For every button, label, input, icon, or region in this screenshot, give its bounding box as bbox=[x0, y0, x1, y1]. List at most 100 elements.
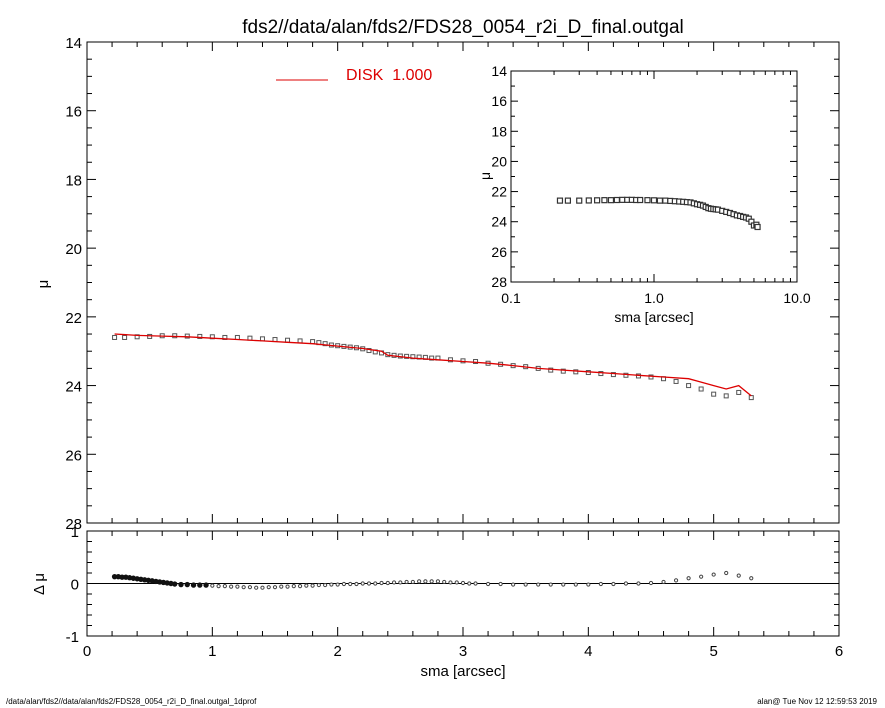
inset-ytick-label: 28 bbox=[491, 274, 507, 290]
residual-data-point bbox=[423, 579, 428, 584]
residual-data-series bbox=[111, 570, 754, 590]
residual-xtick-label: 4 bbox=[584, 643, 592, 660]
residual-data-point bbox=[316, 582, 321, 588]
inset-ytick-label: 24 bbox=[491, 214, 507, 230]
inset-ytick-label: 20 bbox=[491, 153, 507, 169]
residual-data-point bbox=[379, 580, 384, 586]
main-model-line bbox=[114, 333, 752, 397]
residual-xtick-label: 2 bbox=[333, 643, 341, 660]
main-data-point bbox=[366, 348, 372, 354]
main-ytick-label: 20 bbox=[65, 241, 82, 258]
main-data-point bbox=[322, 341, 328, 347]
residual-data-point bbox=[235, 584, 240, 589]
residual-data-point bbox=[473, 581, 478, 586]
inset-xtick-label: 1.0 bbox=[644, 290, 664, 306]
residual-ytick-label: -1 bbox=[66, 629, 79, 646]
inset-xtick-label: 10.0 bbox=[783, 290, 810, 306]
inset-axes: 14 16 18 20 22 24 26 280.1 1.0 10.0 bbox=[491, 63, 810, 306]
residual-data-point bbox=[711, 572, 716, 577]
residual-data-point bbox=[190, 582, 197, 588]
residual-data-point bbox=[511, 582, 516, 587]
residual-data-point bbox=[241, 585, 246, 590]
residual-data-point bbox=[467, 581, 472, 586]
residual-data-point bbox=[310, 583, 315, 588]
main-ytick-label: 16 bbox=[65, 104, 82, 121]
residual-ylabel: Δ μ bbox=[31, 573, 48, 595]
residual-data-point bbox=[586, 582, 591, 587]
inset-plot-frame bbox=[510, 70, 798, 283]
residual-data-point bbox=[360, 581, 365, 586]
residual-xtick-label: 0 bbox=[83, 643, 91, 660]
main-data-point bbox=[473, 359, 479, 365]
main-data-point bbox=[686, 383, 692, 389]
residual-xtick-label: 5 bbox=[709, 643, 717, 660]
main-data-point bbox=[429, 355, 435, 361]
main-data-point bbox=[548, 367, 554, 373]
residual-data-point bbox=[404, 579, 409, 585]
main-data-point bbox=[748, 395, 754, 401]
residual-ytick-label: 0 bbox=[71, 577, 79, 594]
residual-data-point bbox=[699, 574, 704, 579]
residual-data-point bbox=[536, 582, 541, 587]
main-data-point bbox=[736, 389, 742, 395]
residual-data-point bbox=[279, 584, 284, 589]
residual-xtick-label: 6 bbox=[835, 643, 843, 660]
inset-data-point bbox=[637, 196, 644, 204]
residual-data-point bbox=[460, 580, 466, 586]
residual-data-point bbox=[354, 581, 359, 587]
inset-data-point bbox=[607, 197, 615, 204]
main-data-point bbox=[122, 334, 128, 340]
residual-data-point bbox=[197, 582, 203, 588]
footer-file-path: /data/alan/fds2//data/alan/fds2/FDS28_00… bbox=[6, 697, 257, 706]
residual-data-point bbox=[561, 582, 566, 587]
main-data-point bbox=[648, 374, 654, 380]
residual-xlabel: sma [arcsec] bbox=[420, 663, 505, 680]
main-ytick-label: 18 bbox=[65, 172, 82, 189]
residual-xtick-label: 1 bbox=[208, 643, 216, 660]
main-axes: 14 16 18 20 22 24 26 28 bbox=[65, 35, 840, 533]
main-data-point bbox=[447, 357, 453, 363]
main-ytick-label: 22 bbox=[65, 310, 82, 327]
residual-data-point bbox=[304, 583, 309, 588]
main-ytick-label: 14 bbox=[65, 35, 82, 52]
residual-data-point bbox=[435, 579, 441, 584]
residual-data-point bbox=[203, 582, 209, 588]
main-data-point bbox=[197, 333, 203, 339]
main-data-point bbox=[112, 334, 118, 340]
inset-data-point bbox=[556, 197, 564, 204]
main-data-point bbox=[723, 393, 729, 399]
inset-ytick-label: 22 bbox=[491, 184, 507, 200]
residual-data-point bbox=[385, 580, 390, 586]
legend-label: DISK 1.000 bbox=[346, 67, 432, 84]
inset-data-point bbox=[619, 196, 626, 203]
residual-data-point bbox=[498, 581, 503, 587]
residual-data-point bbox=[485, 581, 491, 587]
footer-timestamp: alan@ Tue Nov 12 12:59:53 2019 bbox=[757, 697, 877, 706]
inset-xlabel: sma [arcsec] bbox=[614, 309, 693, 325]
residual-data-point bbox=[210, 583, 215, 588]
main-ytick-label: 24 bbox=[65, 379, 82, 396]
main-data-point bbox=[610, 372, 616, 378]
inset-data-point bbox=[656, 197, 664, 204]
residual-data-point bbox=[178, 581, 184, 588]
residual-data-point bbox=[373, 581, 378, 586]
inset-data-point bbox=[754, 223, 761, 231]
inset-data-point bbox=[613, 196, 620, 204]
residual-data-point bbox=[323, 582, 328, 588]
residual-data-point bbox=[398, 580, 403, 585]
inset-ylabel: μ bbox=[477, 172, 493, 180]
inset-data-point bbox=[564, 197, 572, 204]
residual-data-point bbox=[417, 579, 422, 584]
chart-title: fds2//data/alan/fds2/FDS28_0054_r2i_D_fi… bbox=[242, 17, 684, 38]
residual-xtick-label: 3 bbox=[459, 643, 467, 660]
main-data-point bbox=[147, 333, 153, 339]
residual-data-point bbox=[391, 580, 397, 585]
residual-data-point bbox=[172, 581, 178, 587]
inset-data-point bbox=[650, 197, 658, 204]
residual-data-point bbox=[548, 582, 553, 587]
residual-data-point bbox=[291, 584, 296, 589]
residual-data-point bbox=[611, 581, 616, 587]
inset-ytick-label: 16 bbox=[491, 93, 507, 109]
residual-data-point bbox=[335, 582, 340, 587]
